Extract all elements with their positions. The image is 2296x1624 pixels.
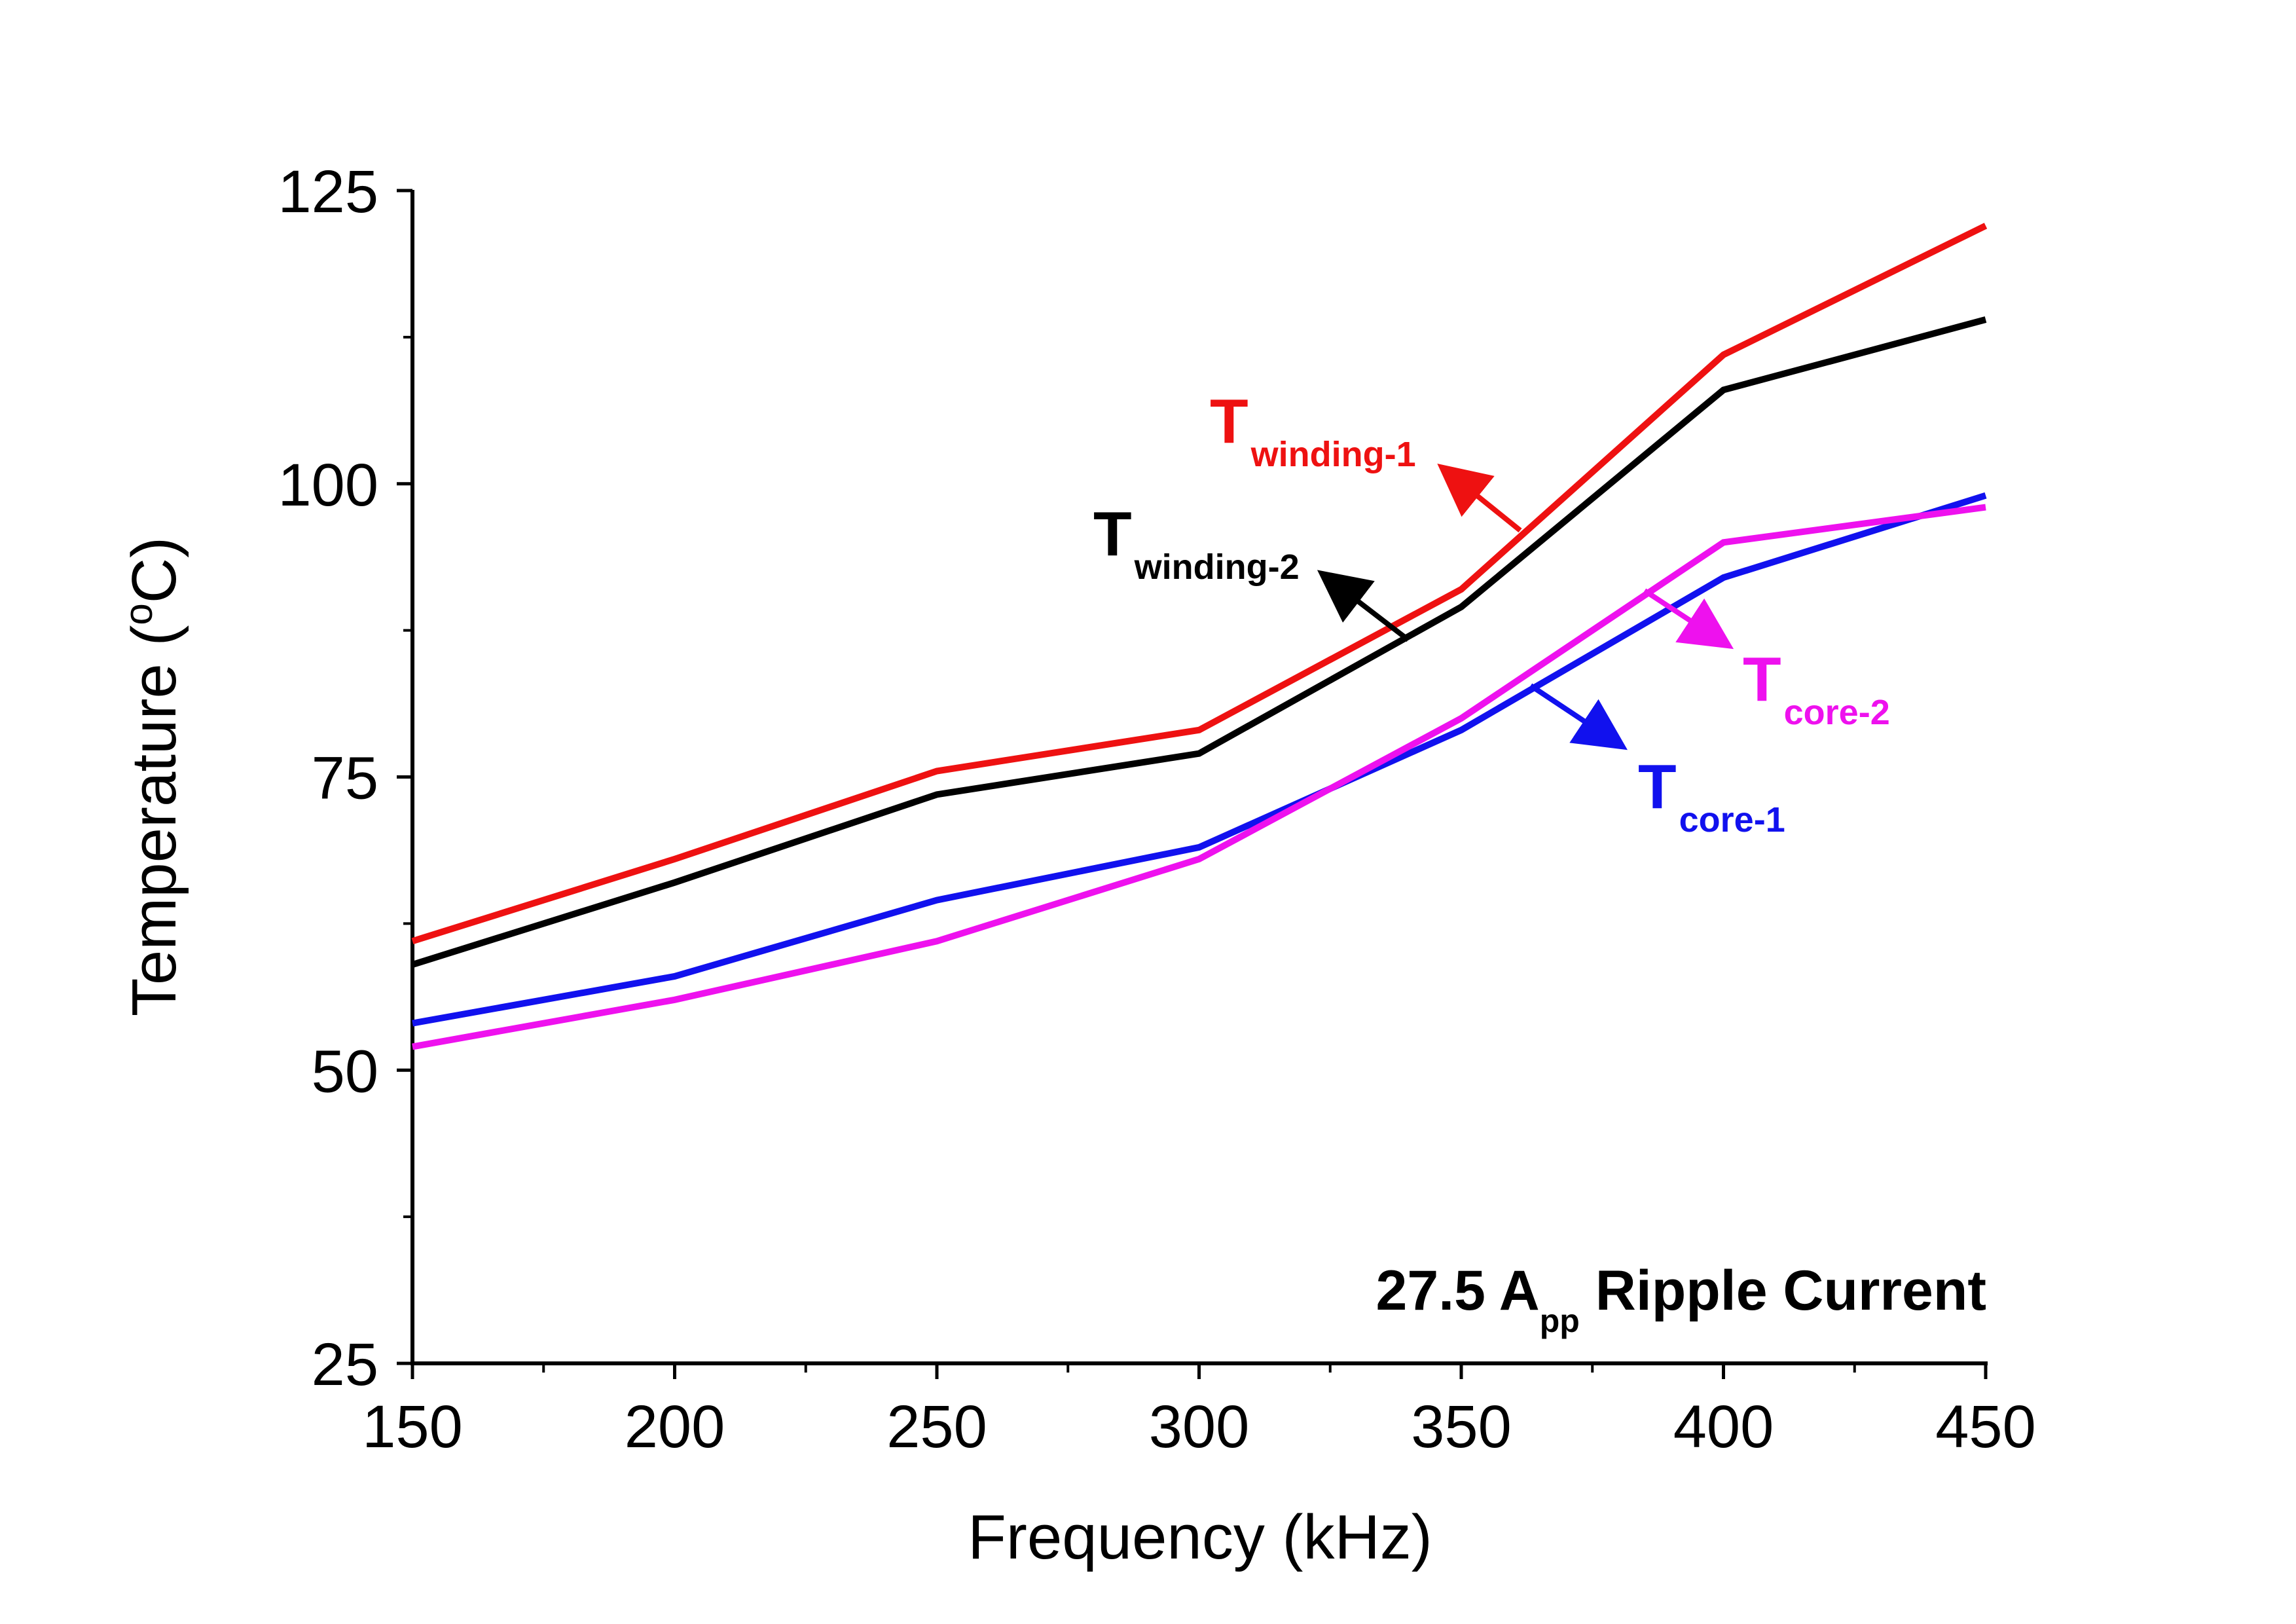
winding-1-label: Twinding-1 bbox=[1210, 386, 1416, 474]
annotation-main: 27.5 A bbox=[1376, 1259, 1540, 1322]
x-tick-label: 400 bbox=[1673, 1393, 1774, 1460]
series-label-winding-1: Twinding-1 bbox=[1210, 386, 1522, 533]
winding-2-label-sub: winding-2 bbox=[1134, 547, 1300, 587]
series-label-winding-2: Twinding-2 bbox=[1093, 499, 1410, 642]
annotation-sub: pp bbox=[1540, 1302, 1580, 1339]
series-line-core-1 bbox=[412, 492, 1987, 1027]
y-tick-label: 100 bbox=[278, 452, 379, 519]
y-tick-label: 125 bbox=[278, 158, 379, 225]
y-axis-title-end: C) bbox=[119, 537, 189, 603]
x-tick-label: 200 bbox=[625, 1393, 725, 1460]
series-line-winding-2 bbox=[411, 316, 1987, 968]
series-line-winding-1 bbox=[411, 223, 1988, 945]
core-1-label-sub: core-1 bbox=[1679, 800, 1785, 840]
x-tick-label: 450 bbox=[1935, 1393, 2036, 1460]
x-axis-title: Frequency (kHz) bbox=[968, 1502, 1432, 1572]
core-1-arrow bbox=[1529, 683, 1628, 750]
winding-1-label-sub: winding-1 bbox=[1250, 435, 1416, 474]
x-tick-label: 250 bbox=[886, 1393, 987, 1460]
winding-1-arrow bbox=[1437, 463, 1522, 533]
series-label-core-2: Tcore-2 bbox=[1643, 588, 1890, 732]
series-line-core-2 bbox=[412, 504, 1986, 1050]
core-2-label-main: T bbox=[1743, 644, 1781, 714]
winding-2-label-main: T bbox=[1093, 499, 1132, 569]
core-1-label-main: T bbox=[1638, 752, 1677, 822]
y-tick-label: 50 bbox=[312, 1038, 378, 1105]
y-tick-label: 25 bbox=[312, 1331, 378, 1398]
ripple-current-annotation: 27.5 App Ripple Current bbox=[1376, 1259, 1986, 1339]
tick-labels: 150 200 250 300 350 400 450 25 50 75 100 125 bbox=[278, 158, 2036, 1460]
axis-ticks bbox=[397, 189, 1988, 1379]
core-2-arrow bbox=[1643, 588, 1734, 650]
x-tick-label: 350 bbox=[1411, 1393, 1512, 1460]
annotation-rest: Ripple Current bbox=[1580, 1259, 1986, 1322]
series-label-core-1: Tcore-1 bbox=[1529, 683, 1785, 840]
winding-1-label-main: T bbox=[1210, 386, 1248, 456]
core-2-label: Tcore-2 bbox=[1743, 644, 1890, 732]
y-axis-title-main: Temperature ( bbox=[119, 625, 189, 1017]
y-tick-label: 75 bbox=[312, 745, 378, 812]
core-1-label: Tcore-1 bbox=[1638, 752, 1785, 840]
x-tick-label: 300 bbox=[1149, 1393, 1250, 1460]
winding-2-label: Twinding-2 bbox=[1093, 499, 1300, 587]
winding-2-arrow bbox=[1317, 570, 1410, 642]
series-lines bbox=[411, 223, 1988, 1050]
x-tick-label: 150 bbox=[362, 1393, 463, 1460]
y-axis-title: Temperature (oC) bbox=[117, 537, 189, 1016]
axes bbox=[410, 190, 1988, 1365]
core-2-label-sub: core-2 bbox=[1784, 693, 1890, 732]
y-axis-title-sup: o bbox=[117, 603, 160, 625]
